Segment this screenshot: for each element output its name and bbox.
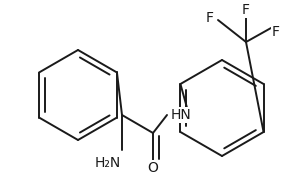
Text: F: F bbox=[272, 25, 280, 39]
Text: F: F bbox=[206, 11, 214, 25]
Text: H₂N: H₂N bbox=[95, 156, 121, 170]
Text: O: O bbox=[148, 161, 158, 175]
Text: F: F bbox=[242, 3, 250, 17]
Text: HN: HN bbox=[170, 108, 191, 122]
